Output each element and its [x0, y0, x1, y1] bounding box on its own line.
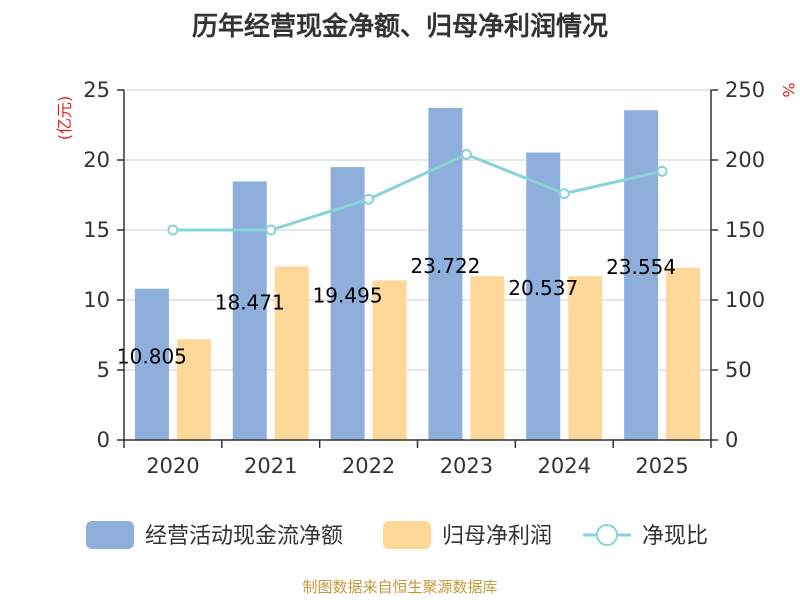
bar-netprofit-2024	[568, 276, 603, 440]
right-tick-label-1: 50	[725, 358, 752, 382]
data-label-2024: 20.537	[508, 276, 578, 300]
bar-netprofit-2021	[274, 266, 309, 440]
legend-label-netprofit: 归母净利润	[442, 524, 552, 549]
bar-netprofit-2025	[666, 267, 701, 440]
left-tick-label-0: 0	[97, 428, 110, 452]
right-tick-label-3: 150	[725, 218, 765, 242]
legend-label-cashflow: 经营活动现金流净额	[145, 524, 343, 549]
right-tick-label-2: 100	[725, 288, 765, 312]
ratio-point-2022	[363, 193, 375, 205]
data-label-2021: 18.471	[215, 291, 285, 315]
right-tick-label-4: 200	[725, 148, 765, 172]
data-label-2022: 19.495	[313, 284, 383, 308]
right-axis-unit: %	[779, 82, 798, 97]
legend-swatch-cashflow	[86, 521, 134, 549]
x-tick-label-2024: 2024	[538, 454, 591, 478]
ratio-point-2025	[656, 165, 668, 177]
ratio-point-2020	[167, 224, 179, 236]
left-tick-label-4: 20	[83, 148, 110, 172]
left-axis-unit: (亿元)	[55, 96, 74, 141]
legend: 经营活动现金流净额 归母净利润 净现比	[86, 521, 708, 549]
bar-netprofit-2020	[176, 339, 211, 440]
bar-netprofit-2022	[372, 280, 407, 440]
line-series	[167, 148, 668, 236]
left-tick-label-3: 15	[83, 218, 110, 242]
right-tick-label-5: 250	[725, 78, 765, 102]
chart-title: 历年经营现金净额、归母净利润情况	[192, 11, 608, 42]
bar-netprofit-2023	[470, 276, 505, 440]
data-label-2020: 10.805	[117, 344, 187, 368]
bar-cashflow-2022	[330, 167, 365, 440]
ratio-point-2024	[558, 188, 570, 200]
data-label-2025: 23.554	[606, 255, 676, 279]
bar-cashflow-2020	[134, 288, 169, 440]
bar-cashflow-2025	[624, 110, 659, 440]
ratio-point-2023	[460, 148, 472, 160]
x-tick-label-2022: 2022	[342, 454, 395, 478]
left-tick-label-1: 5	[97, 358, 110, 382]
bar-cashflow-2024	[526, 152, 561, 440]
x-tick-label-2020: 2020	[146, 454, 199, 478]
legend-label-ratio: 净现比	[642, 524, 708, 549]
data-labels: 10.805 18.471 19.495 23.722 20.537 23.554	[117, 254, 676, 368]
x-tick-label-2025: 2025	[635, 454, 688, 478]
ratio-point-2021	[265, 224, 277, 236]
legend-marker-ratio	[596, 524, 618, 546]
legend-swatch-netprofit	[383, 521, 431, 549]
source-note: 制图数据来自恒生聚源数据库	[302, 578, 497, 596]
x-tick-label-2021: 2021	[244, 454, 297, 478]
bar-cashflow-2021	[232, 181, 267, 440]
bar-marks	[134, 107, 701, 440]
left-tick-label-2: 10	[83, 288, 110, 312]
ratio-line	[172, 152, 663, 232]
data-label-2023: 23.722	[410, 254, 480, 278]
right-tick-label-0: 0	[725, 428, 738, 452]
left-tick-label-5: 25	[83, 78, 110, 102]
x-tick-label-2023: 2023	[440, 454, 493, 478]
